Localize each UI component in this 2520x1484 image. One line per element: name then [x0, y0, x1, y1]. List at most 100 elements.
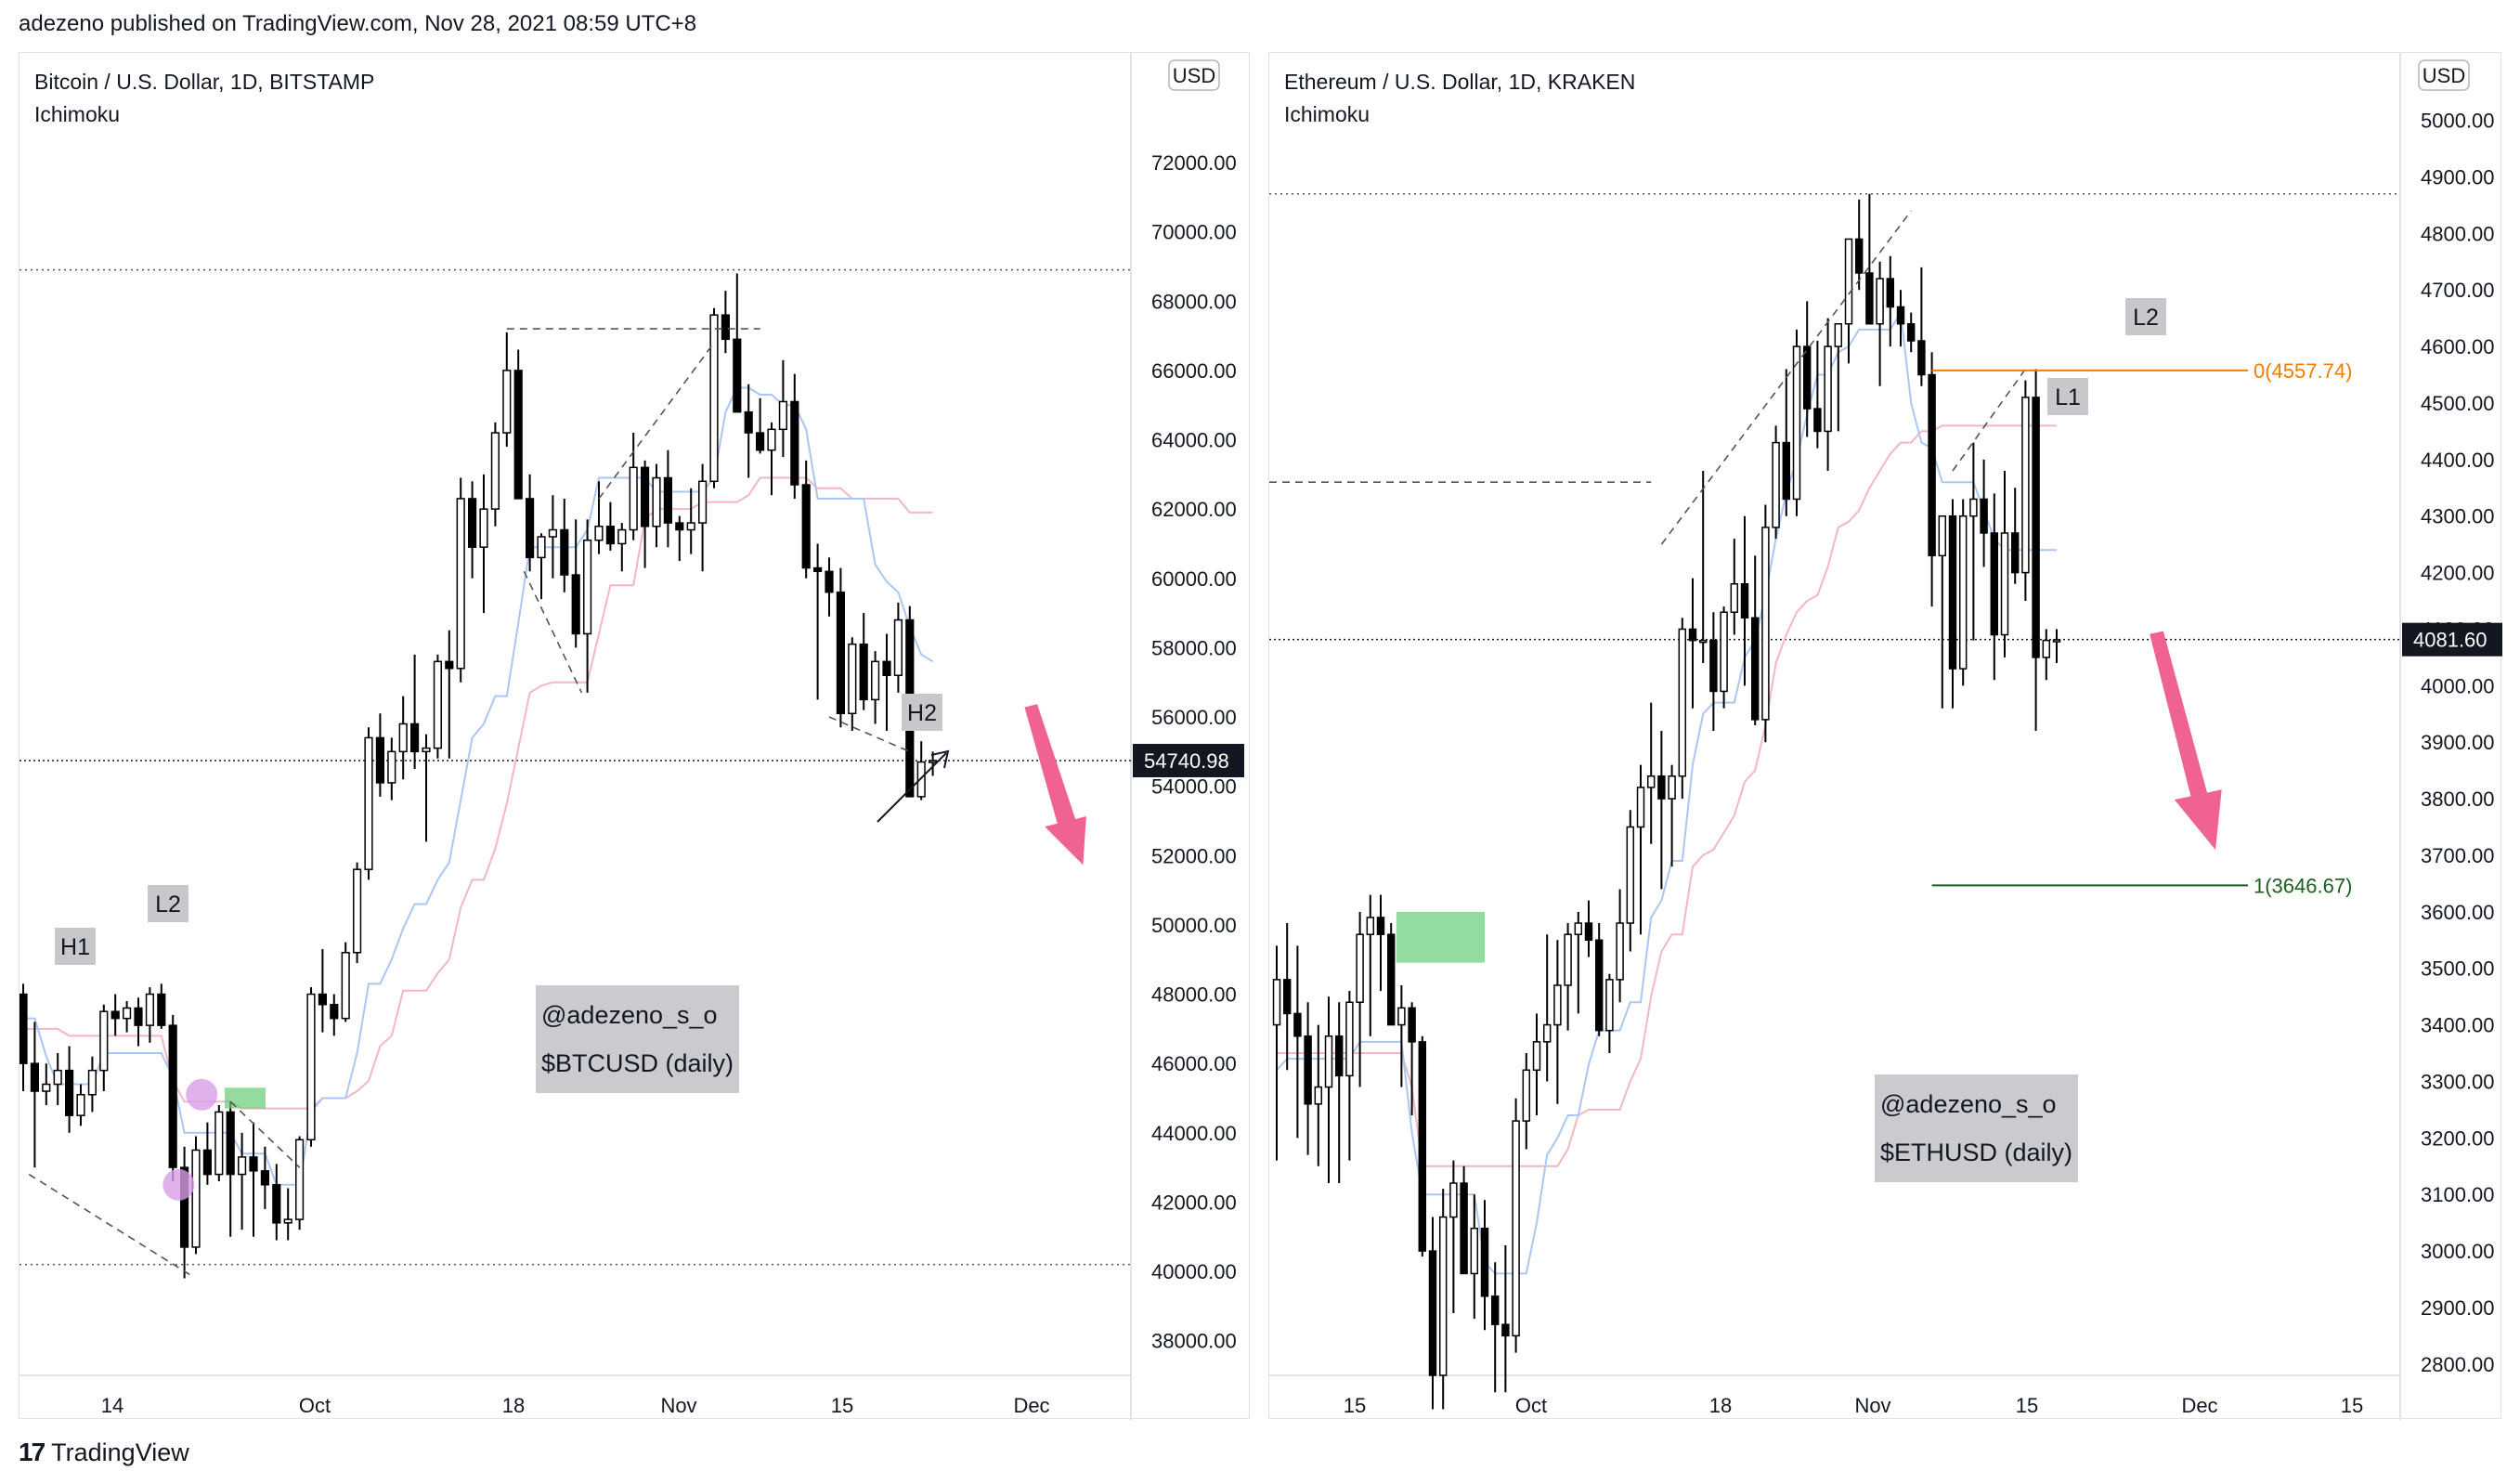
- candle-up: [1522, 1069, 1531, 1122]
- tradingview-logo[interactable]: 17 TradingView: [19, 1438, 189, 1467]
- candle-up: [1698, 639, 1708, 644]
- time-tick-label: 14: [101, 1394, 123, 1417]
- candle-down: [1480, 1227, 1489, 1297]
- candle-up: [1345, 1001, 1354, 1077]
- price-tick-label: 4700.00: [2421, 279, 2495, 302]
- time-tick-label: 15: [1344, 1394, 1366, 1417]
- publication-header: adezeno published on TradingView.com, No…: [19, 11, 697, 36]
- candle-up: [479, 508, 488, 548]
- candle-up: [42, 1083, 51, 1092]
- candle-up: [2021, 397, 2030, 574]
- time-tick-label: 15: [2341, 1394, 2363, 1417]
- pattern-line: [828, 716, 911, 753]
- candle-up: [1470, 1227, 1479, 1275]
- last-price-label: 4081.60: [2413, 629, 2488, 652]
- time-tick-label: Nov: [1854, 1394, 1890, 1417]
- btc-chart-title[interactable]: Bitcoin / U.S. Dollar, 1D, BITSTAMP: [34, 70, 375, 94]
- price-tick-label: 3100.00: [2421, 1183, 2495, 1206]
- candle-down: [1865, 272, 1874, 325]
- candle-up: [490, 432, 500, 510]
- price-tick-label: 48000.00: [1151, 983, 1237, 1007]
- candle-down: [110, 1010, 120, 1020]
- price-tick-label: 4300.00: [2421, 505, 2495, 528]
- time-tick-label: 18: [1709, 1394, 1732, 1417]
- price-tick-label: 2800.00: [2421, 1353, 2495, 1376]
- label-h2-bg: [902, 694, 942, 731]
- candle-down: [605, 526, 615, 545]
- candle-up: [1969, 498, 1978, 517]
- candle-down: [1928, 373, 1936, 557]
- price-tick-label: 3500.00: [2421, 957, 2495, 981]
- eth-chart-canvas[interactable]: 5000.00 4900.00 4800.00 4700.00 4600.00 4500.…: [1269, 53, 2502, 1420]
- candle-up: [502, 370, 512, 434]
- price-tick-label: 3800.00: [2421, 788, 2495, 811]
- candle-down: [1428, 1250, 1437, 1376]
- candle-down: [1802, 345, 1812, 410]
- candle-down: [560, 528, 569, 576]
- price-tick-label: 52000.00: [1151, 844, 1237, 867]
- candle-down: [825, 570, 834, 593]
- candle-down: [1782, 441, 1791, 501]
- currency-badge: [2418, 59, 2470, 91]
- price-tick-label: 3900.00: [2421, 731, 2495, 754]
- candle-up: [123, 1007, 132, 1020]
- eth-chart-panel[interactable]: 5000.00 4900.00 4800.00 4700.00 4600.00 4500.…: [1268, 52, 2502, 1420]
- candle-up: [238, 1156, 247, 1176]
- candle-up: [1720, 611, 1728, 693]
- candle-up: [848, 643, 857, 715]
- demand-zone: [225, 1087, 266, 1109]
- time-tick-label: Dec: [1013, 1394, 1049, 1417]
- price-tick-label: 4900.00: [2421, 165, 2495, 189]
- candle-down: [721, 314, 730, 341]
- btc-indicator-name[interactable]: Ichimoku: [34, 102, 121, 126]
- btc-legend: Bitcoin / U.S. Dollar, 1D, BITSTAMP Ichi…: [34, 66, 374, 131]
- candle-down: [330, 1003, 339, 1020]
- candle-up: [1668, 775, 1676, 800]
- price-tick-label: 38000.00: [1151, 1330, 1237, 1353]
- candle-down: [641, 466, 650, 527]
- down-arrow-icon: [2150, 631, 2222, 851]
- time-tick-label: 15: [831, 1394, 853, 1417]
- pattern-line: [28, 1173, 191, 1276]
- demand-zone: [1396, 911, 1485, 963]
- candle-down: [1886, 278, 1895, 308]
- price-tick-label: 4400.00: [2421, 449, 2495, 472]
- candle-down: [1418, 1041, 1427, 1252]
- price-tick-label: 3700.00: [2421, 844, 2495, 867]
- time-tick-label: Nov: [660, 1394, 696, 1417]
- candle-down: [859, 643, 868, 701]
- tenkan-sen-line: [23, 386, 934, 1186]
- candle-up: [99, 1010, 109, 1072]
- btc-chart-panel[interactable]: 72000.00 70000.00 68000.00 66000.00 64000.00…: [19, 52, 1251, 1420]
- candle-down: [375, 736, 384, 784]
- btc-chart-canvas[interactable]: 72000.00 70000.00 68000.00 66000.00 64000.00…: [19, 53, 1251, 1420]
- price-tick-label: 56000.00: [1151, 706, 1237, 729]
- price-tick-label: 3300.00: [2421, 1070, 2495, 1093]
- candle-up: [537, 536, 546, 559]
- candle-up: [341, 952, 350, 1020]
- candle-up: [686, 522, 695, 531]
- candle-down: [571, 574, 580, 635]
- candle-up: [1564, 933, 1572, 986]
- pivot-circle: [162, 1168, 195, 1201]
- eth-indicator-name[interactable]: Ichimoku: [1284, 102, 1370, 126]
- candle-up: [698, 480, 708, 524]
- candle-up: [1449, 1182, 1458, 1218]
- price-tick-label: 68000.00: [1151, 290, 1237, 313]
- eth-watermark-symbol: $ETHUSD (daily): [1880, 1139, 2073, 1166]
- candle-down: [1304, 1035, 1312, 1105]
- candle-up: [1542, 1023, 1552, 1043]
- price-tick-label: 4200.00: [2421, 562, 2495, 585]
- price-tick-label: 66000.00: [1151, 359, 1237, 383]
- candle-up: [929, 760, 938, 763]
- pattern-line: [1952, 368, 2027, 472]
- candle-down: [202, 1149, 212, 1176]
- candle-up: [353, 868, 362, 954]
- time-tick-label: Oct: [299, 1394, 331, 1417]
- tenkan-sen-line: [1276, 309, 2057, 1275]
- eth-chart-title[interactable]: Ethereum / U.S. Dollar, 1D, KRAKEN: [1284, 70, 1636, 94]
- candle-up: [1324, 1035, 1333, 1088]
- candle-up: [398, 722, 408, 753]
- candle-up: [1834, 323, 1843, 347]
- candle-down: [445, 660, 454, 670]
